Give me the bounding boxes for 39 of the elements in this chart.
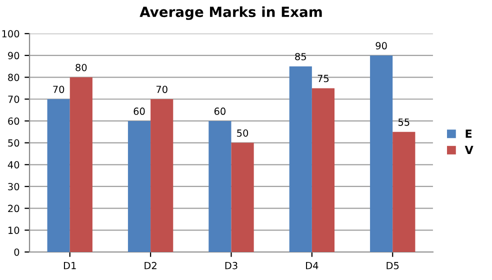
- bar: [289, 66, 312, 252]
- bar: [47, 99, 70, 252]
- data-label: 55: [398, 118, 410, 126]
- y-tick-label: 60: [8, 117, 20, 125]
- bar: [231, 142, 254, 252]
- bar: [128, 120, 151, 252]
- x-tick-label: D4: [306, 262, 318, 270]
- y-tick-label: 30: [8, 182, 20, 190]
- data-label: 85: [295, 52, 306, 60]
- bar: [208, 120, 232, 252]
- data-label: 60: [214, 108, 226, 115]
- bar: [150, 99, 174, 252]
- x-tick-label: D2: [144, 262, 156, 270]
- chart-title: Average Marks in Exam: [140, 6, 322, 20]
- bar: [370, 55, 393, 252]
- bar: [392, 132, 416, 252]
- bar: [70, 77, 92, 252]
- x-tick-label: D3: [225, 262, 238, 270]
- data-label: 70: [53, 86, 64, 94]
- bar: [312, 88, 335, 252]
- legend-label: V: [464, 146, 474, 154]
- data-label: 90: [376, 42, 387, 50]
- y-tick-label: 40: [8, 161, 20, 168]
- y-tick-label: 50: [8, 139, 20, 147]
- y-tick-label: 80: [8, 74, 20, 82]
- y-tick-label: 10: [8, 226, 20, 234]
- y-tick-label: 70: [8, 96, 20, 103]
- y-tick-label: 20: [8, 204, 20, 212]
- y-tick-label: 100: [2, 30, 20, 38]
- data-label: 80: [76, 64, 87, 72]
- data-label: 50: [237, 129, 248, 137]
- data-label: 75: [318, 74, 329, 82]
- y-tick-label: 90: [8, 52, 20, 60]
- x-tick-label: D5: [386, 262, 399, 270]
- legend-label: E: [466, 130, 472, 138]
- y-tick-label: 0: [14, 248, 20, 256]
- data-label: 60: [134, 108, 145, 115]
- x-tick-label: D1: [64, 262, 76, 270]
- data-label: 70: [156, 86, 168, 94]
